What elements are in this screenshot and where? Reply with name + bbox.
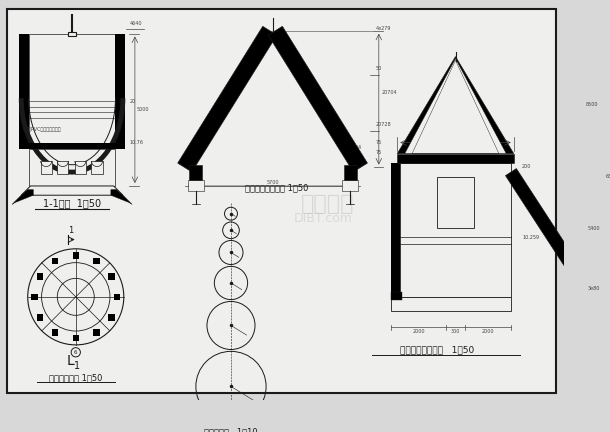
Text: 土木在线: 土木在线 (301, 194, 355, 214)
Text: 16.279: 16.279 (447, 140, 464, 146)
Text: 4640: 4640 (129, 21, 142, 26)
Bar (400, 163, 511, 297)
Polygon shape (111, 190, 132, 204)
Text: 4层加PVC塑料波形繯绿瓦: 4层加PVC塑料波形繯绿瓦 (23, 127, 62, 131)
Text: 5000: 5000 (137, 107, 149, 112)
Text: 6335: 6335 (606, 174, 610, 179)
Bar (187, 180, 204, 191)
Text: 楼梯平面详图 1：50: 楼梯平面详图 1：50 (49, 373, 102, 382)
Bar (73, 252, 79, 259)
Polygon shape (506, 168, 590, 289)
Bar (29, 34, 115, 147)
Text: 4e279: 4e279 (376, 26, 392, 31)
Bar (75, 161, 86, 174)
Bar (391, 292, 402, 300)
Text: 1: 1 (68, 226, 73, 235)
Text: 二至楼楼顶剖面图 1：50: 二至楼楼顶剖面图 1：50 (245, 184, 309, 193)
Text: 1: 1 (74, 361, 80, 371)
Bar (20, 143, 124, 149)
Bar (115, 34, 124, 147)
Text: L: L (66, 354, 74, 368)
Bar (343, 165, 357, 180)
Text: DIBT.com: DIBT.com (294, 212, 353, 225)
Polygon shape (397, 57, 514, 154)
Bar (92, 161, 102, 174)
Bar (342, 180, 359, 191)
Bar (108, 273, 115, 280)
Bar (31, 294, 38, 300)
Bar (93, 329, 99, 336)
Polygon shape (268, 26, 367, 172)
Text: 5400: 5400 (587, 226, 600, 231)
Text: 2000: 2000 (412, 329, 425, 334)
Text: 75: 75 (376, 140, 382, 146)
Bar (37, 314, 43, 321)
Bar (437, 177, 474, 228)
Bar (29, 149, 115, 186)
Text: 10.259: 10.259 (522, 235, 539, 240)
Polygon shape (178, 26, 277, 172)
Text: 20704: 20704 (382, 90, 397, 95)
Text: 6: 6 (74, 350, 77, 355)
Bar (113, 294, 120, 300)
Bar (57, 161, 68, 174)
Bar (41, 161, 52, 174)
Polygon shape (12, 190, 34, 204)
Text: 10.76: 10.76 (129, 140, 143, 146)
Polygon shape (404, 58, 506, 154)
Bar (190, 165, 203, 180)
Text: 20728: 20728 (376, 122, 392, 127)
Text: 2000: 2000 (481, 329, 494, 334)
Text: 200: 200 (522, 165, 531, 169)
Bar (391, 297, 511, 311)
Text: 5700: 5700 (267, 180, 279, 185)
Bar (108, 314, 115, 321)
Text: 8500: 8500 (586, 102, 598, 107)
Bar (52, 258, 59, 264)
Text: 75: 75 (376, 149, 382, 155)
Text: 300: 300 (451, 329, 460, 334)
Text: 3e80: 3e80 (587, 286, 600, 291)
Bar (73, 335, 79, 341)
Text: 1-1剖面  1：50: 1-1剖面 1：50 (43, 198, 101, 208)
Text: 16.634: 16.634 (345, 145, 362, 150)
Bar (68, 32, 76, 36)
Text: 50: 50 (376, 67, 382, 71)
Bar (93, 258, 99, 264)
Bar (37, 273, 43, 280)
Bar (52, 329, 59, 336)
Bar (397, 154, 514, 163)
Text: 八角楼屋顶剖面图   1：50: 八角楼屋顶剖面图 1：50 (400, 345, 474, 354)
Text: 葫芦大样图   1：10: 葫芦大样图 1：10 (204, 428, 258, 432)
Bar (20, 34, 29, 147)
Bar (391, 163, 400, 297)
Polygon shape (21, 186, 123, 195)
Text: 20: 20 (129, 99, 135, 104)
